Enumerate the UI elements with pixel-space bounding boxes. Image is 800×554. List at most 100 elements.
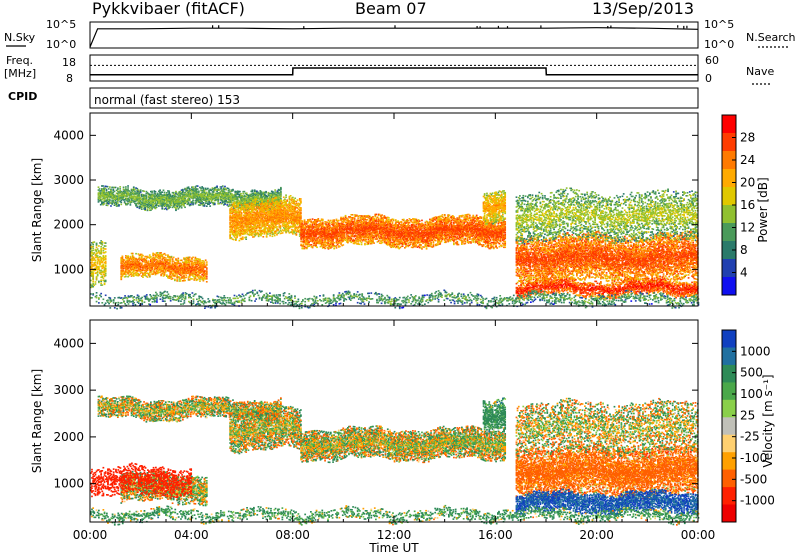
heatmap-cell [256, 220, 259, 223]
heatmap-cell [224, 185, 226, 188]
heatmap-cell [142, 198, 144, 200]
heatmap-cell [186, 199, 189, 202]
beam-label: Beam 07 [355, 0, 427, 18]
heatmap-cell [99, 203, 102, 206]
heatmap-cell [115, 202, 118, 204]
heatmap-cell [238, 213, 241, 215]
heatmap-cell [247, 229, 250, 232]
heatmap-cell [255, 220, 258, 223]
heatmap-cell [156, 198, 159, 201]
heatmap-cell [200, 189, 202, 192]
heatmap-cell [251, 220, 253, 223]
heatmap-cell [236, 233, 238, 236]
heatmap-cell [178, 191, 181, 193]
heatmap-cell [161, 199, 164, 201]
heatmap-cell [127, 190, 129, 192]
heatmap-cell [101, 201, 103, 204]
heatmap-cell [235, 225, 237, 228]
heatmap-cell [241, 195, 243, 198]
heatmap-cell [202, 189, 205, 191]
heatmap-cell [187, 203, 190, 205]
heatmap-cell [193, 194, 196, 196]
heatmap-cell [147, 199, 150, 202]
heatmap-cell [194, 197, 197, 199]
heatmap-cell [249, 197, 251, 200]
heatmap-cell [217, 199, 220, 201]
heatmap-cell [123, 199, 126, 201]
heatmap-cell [233, 201, 236, 204]
heatmap-cell [232, 231, 235, 234]
heatmap-cell [278, 189, 281, 191]
heatmap-cell [224, 187, 226, 190]
heatmap-cell [193, 193, 196, 195]
heatmap-cell [267, 201, 270, 204]
heatmap-cell [200, 200, 202, 203]
heatmap-cell [160, 195, 163, 197]
heatmap-cell [245, 223, 248, 226]
heatmap-cell [264, 197, 266, 200]
heatmap-cell [221, 195, 224, 197]
heatmap-cell [243, 198, 246, 201]
heatmap-cell [269, 194, 272, 197]
heatmap-cell [257, 202, 259, 204]
heatmap-cell [258, 198, 261, 201]
heatmap-cell [277, 191, 280, 194]
heatmap-cell [202, 191, 205, 193]
heatmap-cell [194, 193, 197, 195]
heatmap-cell [237, 190, 240, 193]
heatmap-cell [192, 197, 194, 199]
heatmap-cell [97, 193, 100, 195]
heatmap-cell [137, 190, 140, 192]
heatmap-cell [169, 203, 172, 205]
heatmap-cell [104, 199, 107, 201]
heatmap-cell [239, 223, 242, 225]
heatmap-cell [275, 191, 278, 194]
heatmap-cell [142, 199, 144, 201]
heatmap-cell [201, 190, 204, 192]
heatmap-cell [217, 194, 220, 196]
heatmap-cell [107, 194, 110, 196]
heatmap-cell [102, 193, 104, 195]
heatmap-cell [230, 206, 233, 209]
heatmap-cell [212, 194, 215, 196]
heatmap-cell [203, 191, 206, 193]
heatmap-cell [260, 215, 262, 217]
heatmap-cell [160, 191, 163, 193]
heatmap-cell [136, 198, 139, 201]
heatmap-cell [246, 201, 249, 203]
heatmap-cell [233, 227, 236, 229]
heatmap-cell [280, 190, 282, 193]
heatmap-cell [249, 207, 252, 209]
heatmap-cell [162, 189, 165, 192]
heatmap-cell [224, 195, 226, 198]
heatmap-cell [254, 225, 257, 227]
heatmap-cell [232, 233, 235, 236]
heatmap-cell [257, 207, 260, 209]
heatmap-cell [218, 194, 221, 196]
heatmap-cell [180, 193, 183, 195]
heatmap-cell [179, 202, 182, 205]
heatmap-cell [167, 204, 169, 206]
heatmap-cell [235, 194, 238, 196]
heatmap-cell [147, 206, 150, 209]
heatmap-cell [107, 195, 110, 197]
heatmap-cell [119, 196, 122, 199]
heatmap-cell [175, 202, 177, 205]
heatmap-cell [186, 194, 189, 197]
heatmap-cell [329, 219, 332, 222]
heatmap-cell [236, 205, 238, 207]
heatmap-cell [178, 206, 181, 209]
heatmap-cell [196, 194, 199, 196]
heatmap-cell [127, 185, 129, 187]
heatmap-cell [151, 190, 153, 193]
heatmap-cell [233, 234, 236, 236]
heatmap-cell [257, 213, 260, 215]
heatmap-cell [255, 221, 258, 224]
heatmap-cell [241, 196, 243, 199]
heatmap-cell [148, 202, 151, 205]
heatmap-cell [237, 215, 240, 217]
heatmap-cell [112, 189, 115, 192]
heatmap-cell [146, 199, 149, 202]
heatmap-cell [210, 200, 213, 202]
heatmap-cell [106, 185, 109, 188]
